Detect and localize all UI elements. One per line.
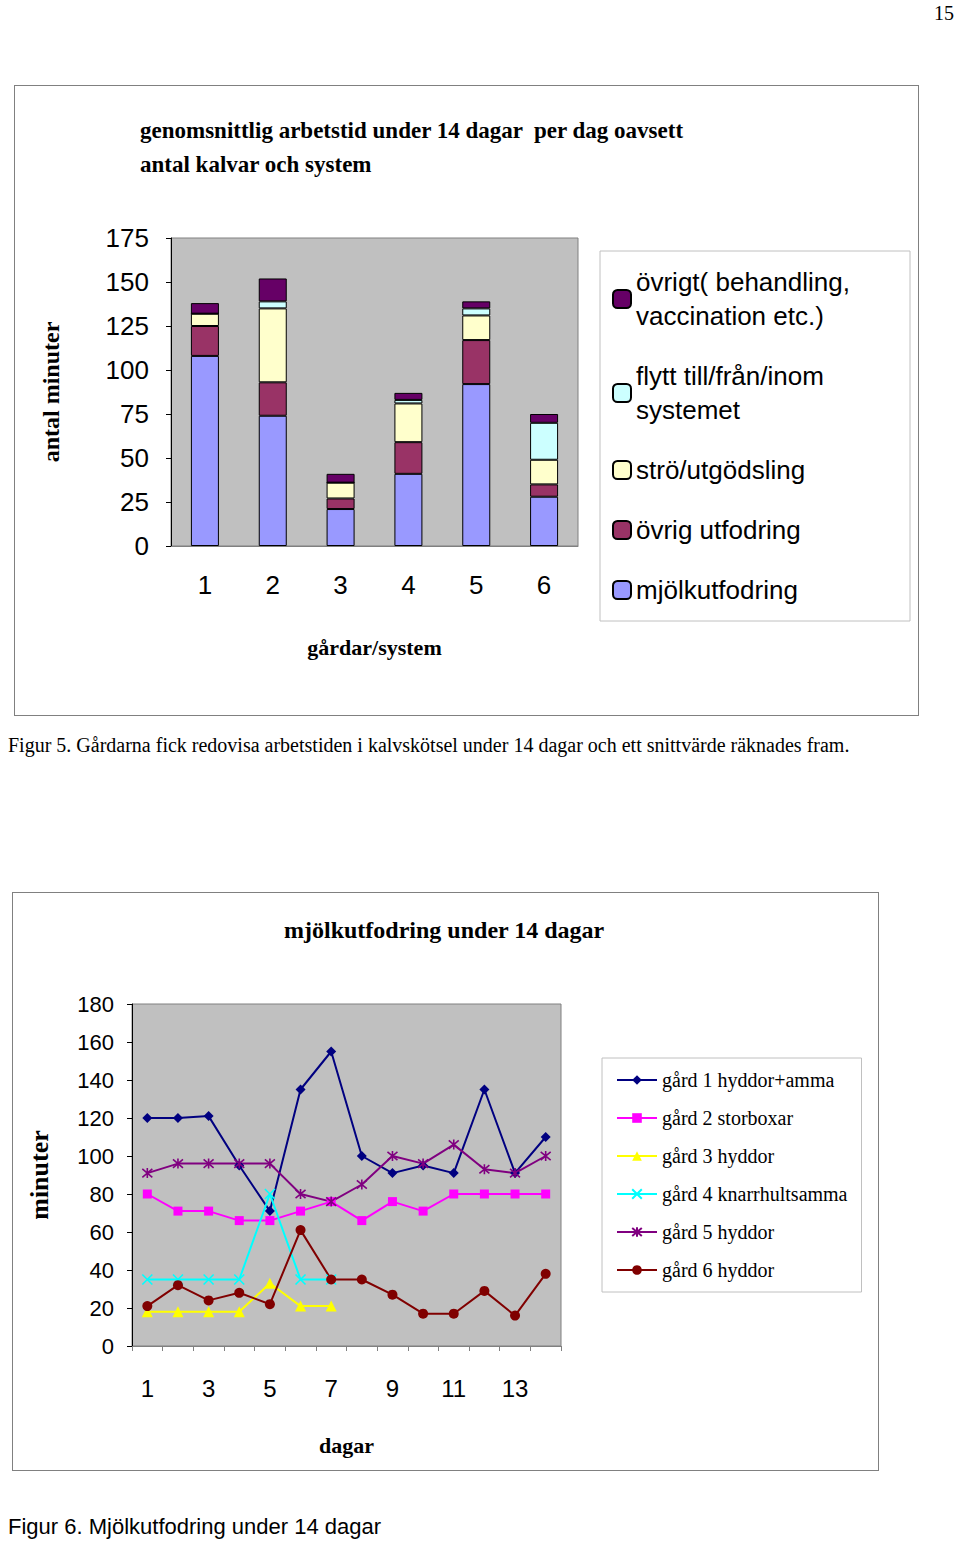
svg-text:100: 100 xyxy=(106,355,149,385)
svg-text:180: 180 xyxy=(77,992,114,1017)
svg-text:minuter: minuter xyxy=(25,1130,54,1220)
svg-text:9: 9 xyxy=(386,1375,399,1402)
html-text:Figur 5. Gårdarna fick redovis: Figur 5. Gårdarna fick redovisa arbetsti… xyxy=(8,734,850,756)
svg-text:mjölkutfodring: mjölkutfodring xyxy=(636,575,798,605)
svg-text:0: 0 xyxy=(135,531,149,561)
svg-text:4: 4 xyxy=(401,570,415,600)
svg-text:11: 11 xyxy=(441,1375,466,1402)
svg-text:50: 50 xyxy=(120,443,149,473)
svg-text:160: 160 xyxy=(77,1030,114,1055)
svg-text:gård 3 hyddor: gård 3 hyddor xyxy=(662,1145,775,1168)
svg-text:6: 6 xyxy=(537,570,551,600)
svg-text:150: 150 xyxy=(106,267,149,297)
svg-text:80: 80 xyxy=(90,1182,114,1207)
svg-text:125: 125 xyxy=(106,311,149,341)
svg-text:3: 3 xyxy=(202,1375,215,1402)
svg-text:140: 140 xyxy=(77,1068,114,1093)
svg-text:genomsnittlig arbetstid under: genomsnittlig arbetstid under 14 dagar p… xyxy=(140,118,683,143)
svg-text:175: 175 xyxy=(106,223,149,253)
svg-text:3: 3 xyxy=(333,570,347,600)
html-text:Figur 6. Mjölkutfodring under: Figur 6. Mjölkutfodring under 14 dagar xyxy=(8,1514,381,1539)
svg-text:gård 1 hyddor+amma: gård 1 hyddor+amma xyxy=(662,1069,834,1092)
svg-text:2: 2 xyxy=(266,570,280,600)
svg-text:gård 6 hyddor: gård 6 hyddor xyxy=(662,1259,775,1282)
svg-text:strö/utgödsling: strö/utgödsling xyxy=(636,455,805,485)
svg-text:7: 7 xyxy=(324,1375,337,1402)
svg-text:mjölkutfodring under 14 dagar: mjölkutfodring under 14 dagar xyxy=(284,917,605,943)
svg-text:5: 5 xyxy=(263,1375,276,1402)
svg-text:antal kalvar och system: antal kalvar och system xyxy=(140,152,372,177)
svg-text:13: 13 xyxy=(502,1375,529,1402)
svg-text:gård 2 storboxar: gård 2 storboxar xyxy=(662,1107,793,1130)
svg-text:40: 40 xyxy=(90,1258,114,1283)
svg-text:gård 4 knarrhultsamma: gård 4 knarrhultsamma xyxy=(662,1183,848,1206)
svg-text:övrig utfodring: övrig utfodring xyxy=(636,515,801,545)
svg-text:120: 120 xyxy=(77,1106,114,1131)
svg-text:gårdar/system: gårdar/system xyxy=(307,635,441,660)
svg-text:100: 100 xyxy=(77,1144,114,1169)
svg-text:0: 0 xyxy=(102,1334,114,1359)
svg-text:5: 5 xyxy=(469,570,483,600)
svg-text:antal minuter: antal minuter xyxy=(38,321,64,462)
svg-text:1: 1 xyxy=(198,570,212,600)
svg-text:flytt till/från/inom: flytt till/från/inom xyxy=(636,361,831,391)
svg-text:dagar: dagar xyxy=(319,1433,374,1458)
svg-text:20: 20 xyxy=(90,1296,114,1321)
svg-text:75: 75 xyxy=(120,399,149,429)
svg-text:vaccination etc.): vaccination etc.) xyxy=(636,301,824,331)
svg-text:25: 25 xyxy=(120,487,149,517)
svg-text:övrigt( behandling,: övrigt( behandling, xyxy=(636,267,857,297)
svg-text:gård 5 hyddor: gård 5 hyddor xyxy=(662,1221,775,1244)
svg-text:1: 1 xyxy=(141,1375,154,1402)
html-text:15: 15 xyxy=(934,2,954,24)
svg-text:60: 60 xyxy=(90,1220,114,1245)
svg-text:systemet: systemet xyxy=(636,395,741,425)
